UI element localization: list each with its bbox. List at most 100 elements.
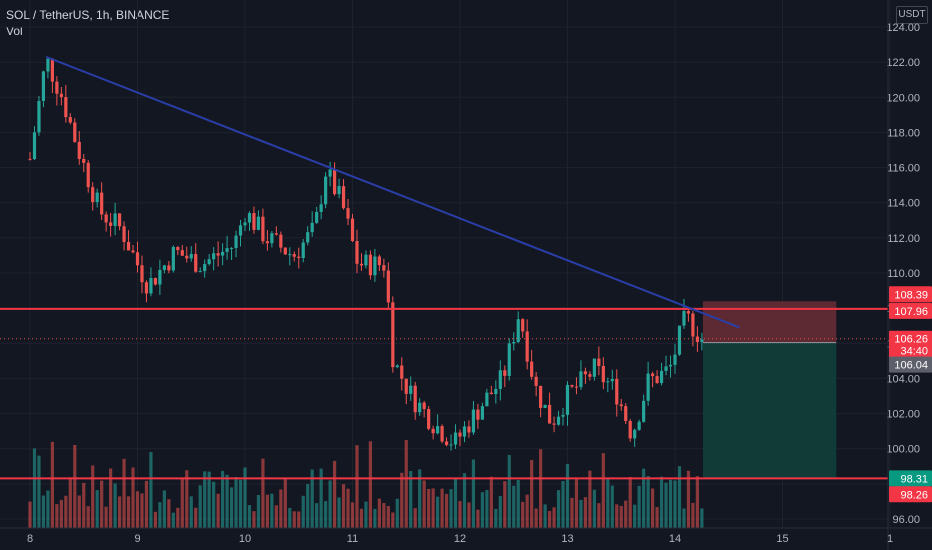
candle-body xyxy=(176,246,180,251)
candle-body xyxy=(131,250,135,253)
candle-body xyxy=(444,441,449,446)
volume-bar xyxy=(368,441,373,528)
candle-body xyxy=(453,432,458,445)
candle-body xyxy=(695,336,699,343)
volume-bar xyxy=(167,499,171,528)
candle-body xyxy=(68,117,72,123)
volume-bar xyxy=(453,478,458,528)
volume-bar xyxy=(46,490,50,528)
candle-body xyxy=(252,213,256,230)
time-tick-label: 15 xyxy=(776,533,788,545)
volume-bar xyxy=(427,488,431,528)
candle-body xyxy=(368,254,373,276)
candle-body xyxy=(615,378,619,405)
chart-title: SOL / TetherUS, 1h, BINANCE xyxy=(6,8,170,22)
price-axis[interactable]: 124.00 122.00 120.00 118.00 116.00 114.00 112.… xyxy=(886,0,920,550)
volume-bar xyxy=(588,470,592,528)
volume-bar xyxy=(382,502,386,528)
candle-body xyxy=(203,264,207,272)
target-tag-bg xyxy=(889,486,932,503)
volume-bar xyxy=(149,452,153,528)
candle-body xyxy=(673,354,677,365)
volume-bar xyxy=(530,459,534,528)
candle-body xyxy=(386,270,390,303)
time-tick-label: 11 xyxy=(347,533,358,545)
volume-bar xyxy=(229,487,234,528)
volume-bar xyxy=(489,476,493,528)
candle-body xyxy=(583,371,588,375)
candle-body xyxy=(346,208,350,219)
candle-body xyxy=(113,213,117,226)
volume-bar xyxy=(373,508,377,528)
volume-bar xyxy=(126,496,131,528)
volume-bar xyxy=(480,492,484,528)
candle-body xyxy=(507,343,511,376)
volume-bar xyxy=(212,481,216,528)
volume-bar xyxy=(288,507,292,528)
candle-body xyxy=(418,402,422,413)
price-tick-label: 112.00 xyxy=(887,233,920,245)
volume-bar xyxy=(646,476,650,528)
volume-bar xyxy=(476,509,480,528)
time-tick-label: 9 xyxy=(134,533,140,545)
price-tick-label: 118.00 xyxy=(887,127,920,139)
candle-body xyxy=(59,93,63,98)
stop-tag: 108.39 xyxy=(894,289,928,301)
volume-bar xyxy=(28,501,32,528)
candle-body xyxy=(530,361,534,377)
volume-bar xyxy=(633,504,637,528)
candle-body xyxy=(41,71,46,101)
volume-bar xyxy=(471,459,476,528)
candle-body xyxy=(606,381,610,383)
time-axis[interactable]: 8 9 10 11 12 13 14 15 1 xyxy=(0,527,932,545)
volume-bar xyxy=(355,445,359,528)
candle-body xyxy=(82,158,86,163)
candle-body xyxy=(355,241,359,264)
volume-bar xyxy=(297,511,301,528)
volume-bar xyxy=(642,468,646,528)
volume-bar xyxy=(117,496,122,528)
volume-bar xyxy=(37,455,41,528)
volume-bar xyxy=(364,501,368,528)
candle-body xyxy=(498,370,502,389)
volume-bar xyxy=(225,474,229,528)
volume-bar xyxy=(619,505,623,528)
candle-body xyxy=(225,248,229,252)
volume-bar xyxy=(82,482,86,528)
price-tick-label: 124.00 xyxy=(886,22,920,34)
volume-bar xyxy=(55,504,59,528)
volume-bar xyxy=(534,508,538,528)
volume-bar xyxy=(158,502,162,528)
candle-body xyxy=(462,426,467,437)
candle-body xyxy=(601,365,605,383)
candle-body xyxy=(234,235,238,248)
volume-bar xyxy=(440,488,444,528)
candle-body xyxy=(332,169,337,195)
volume-bar xyxy=(677,466,682,528)
candle-body xyxy=(476,409,480,420)
candle-body xyxy=(301,242,305,259)
candle-body xyxy=(512,342,516,344)
volume-bar xyxy=(651,488,655,528)
volume-bar xyxy=(153,511,158,528)
volume-bar xyxy=(350,502,355,528)
candle-body xyxy=(144,282,149,294)
support-tag-bg xyxy=(889,470,932,487)
price-tick-label: 114.00 xyxy=(887,198,920,210)
volume-bar xyxy=(494,508,498,528)
volume-bar xyxy=(346,488,350,528)
candle-body xyxy=(633,429,637,439)
candle-body xyxy=(283,247,287,255)
candle-body xyxy=(431,428,435,434)
price-tick-label: 100.00 xyxy=(886,444,920,456)
candle-body xyxy=(162,265,166,270)
volume-bar xyxy=(570,497,574,528)
volume-bar xyxy=(341,484,346,528)
currency-label[interactable]: USDT xyxy=(896,6,928,24)
drawing-lines[interactable] xyxy=(0,55,888,480)
volume-bar xyxy=(247,505,252,528)
volume-bar xyxy=(431,488,435,528)
candle-body xyxy=(682,311,686,326)
volume-bar xyxy=(171,512,175,528)
